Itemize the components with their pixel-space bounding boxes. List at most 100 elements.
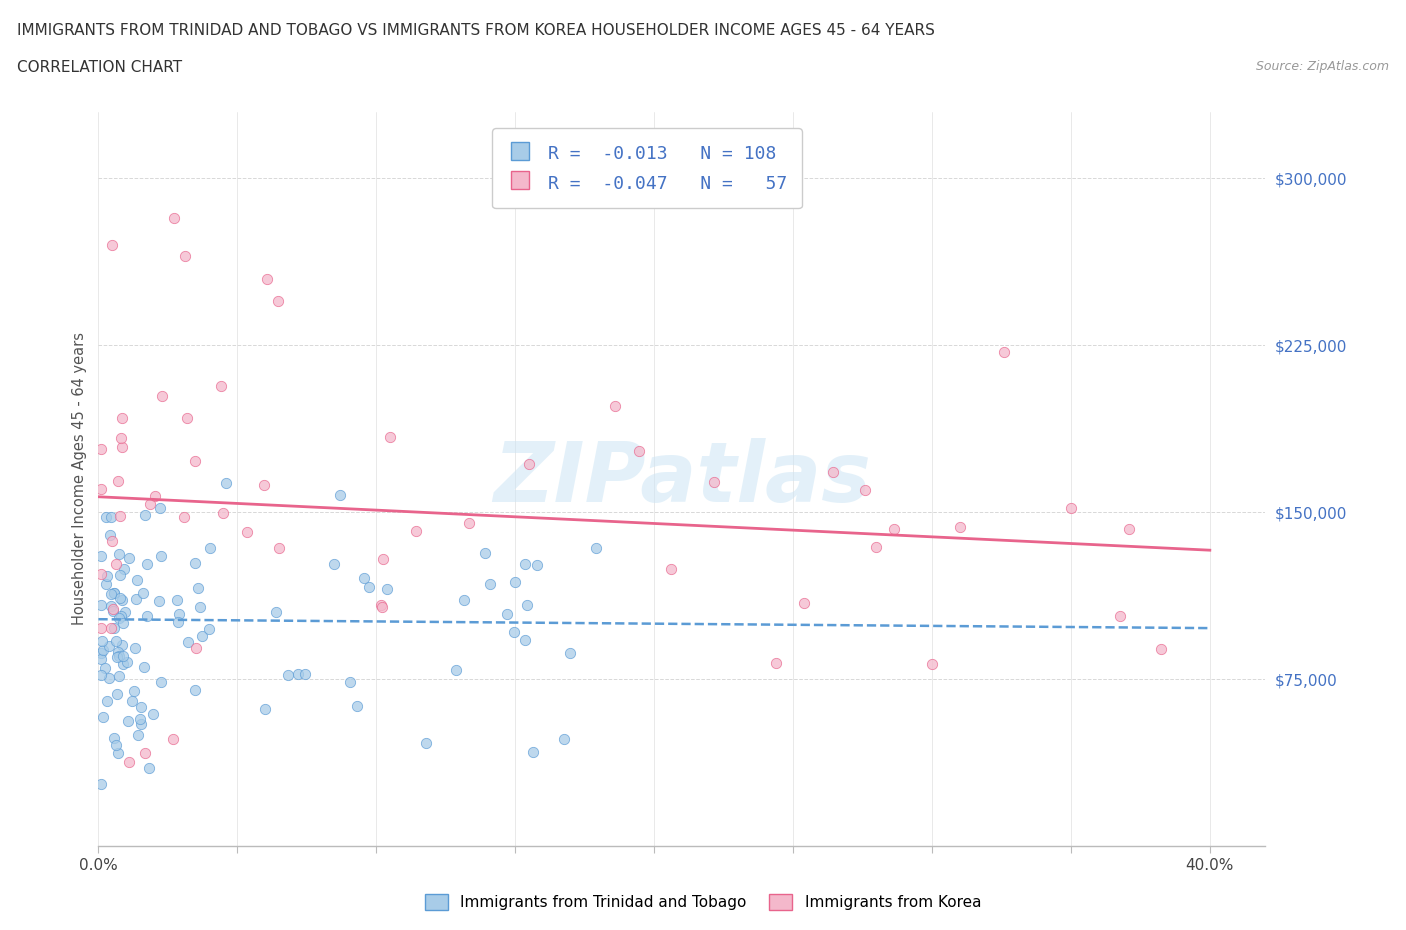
Point: [1109, 609, 1132, 624]
Point: [136, 556, 159, 571]
Point: [149, 549, 172, 564]
Point: [505, 575, 527, 590]
Point: [444, 663, 467, 678]
Point: [103, 621, 125, 636]
Point: [1060, 501, 1083, 516]
Point: [101, 238, 124, 253]
Point: [112, 657, 135, 671]
Point: [118, 551, 141, 565]
Point: [373, 551, 395, 566]
Point: [94, 660, 117, 675]
Point: [173, 510, 195, 525]
Point: [453, 592, 475, 607]
Point: [949, 520, 972, 535]
Point: [479, 577, 502, 591]
Point: [267, 541, 290, 556]
Point: [152, 389, 174, 404]
Point: [105, 649, 128, 664]
Point: [90, 668, 112, 683]
Point: [148, 593, 170, 608]
Point: [105, 557, 128, 572]
Point: [145, 488, 167, 503]
Point: [526, 558, 548, 573]
Point: [103, 602, 125, 617]
Point: [627, 444, 650, 458]
Point: [90, 620, 112, 635]
Point: [150, 674, 173, 689]
Y-axis label: Householder Income Ages 45 - 64 years: Householder Income Ages 45 - 64 years: [72, 332, 87, 626]
Text: ZIPatlas: ZIPatlas: [494, 438, 870, 520]
Point: [765, 656, 787, 671]
Point: [553, 732, 575, 747]
Point: [115, 655, 138, 670]
Point: [187, 581, 209, 596]
Point: [516, 597, 538, 612]
Point: [90, 548, 112, 563]
Point: [90, 566, 112, 581]
Point: [108, 611, 131, 626]
Point: [253, 701, 276, 716]
Point: [134, 507, 156, 522]
Point: [502, 624, 524, 639]
Point: [108, 508, 131, 523]
Point: [125, 591, 148, 606]
Point: [236, 525, 259, 539]
Point: [149, 500, 172, 515]
Point: [191, 629, 214, 644]
Point: [188, 599, 211, 614]
Point: [415, 736, 437, 751]
Point: [90, 652, 112, 667]
Point: [129, 699, 152, 714]
Point: [558, 646, 581, 661]
Point: [91, 710, 114, 724]
Text: Source: ZipAtlas.com: Source: ZipAtlas.com: [1256, 60, 1389, 73]
Point: [457, 515, 479, 530]
Point: [132, 659, 155, 674]
Point: [184, 454, 207, 469]
Point: [865, 539, 887, 554]
Point: [90, 442, 112, 457]
Point: [184, 641, 207, 656]
Point: [198, 622, 221, 637]
Point: [993, 345, 1015, 360]
Point: [370, 597, 392, 612]
Point: [162, 211, 184, 226]
Point: [266, 604, 288, 619]
Point: [603, 398, 626, 413]
Legend: R =  -0.013   N = 108, R =  -0.047   N =   57: R = -0.013 N = 108, R = -0.047 N = 57: [492, 128, 801, 208]
Point: [121, 694, 143, 709]
Point: [110, 593, 132, 608]
Point: [659, 562, 682, 577]
Point: [117, 754, 139, 769]
Point: [122, 684, 145, 698]
Point: [253, 478, 276, 493]
Point: [103, 730, 125, 745]
Point: [100, 587, 122, 602]
Point: [110, 638, 132, 653]
Point: [96, 693, 118, 708]
Point: [90, 633, 112, 648]
Point: [142, 706, 165, 721]
Point: [98, 639, 121, 654]
Point: [132, 585, 155, 600]
Point: [256, 272, 278, 286]
Point: [346, 698, 368, 713]
Point: [105, 686, 128, 701]
Point: [522, 744, 544, 759]
Point: [176, 411, 198, 426]
Point: [209, 379, 232, 393]
Point: [108, 591, 131, 605]
Point: [198, 541, 221, 556]
Point: [167, 615, 190, 630]
Point: [100, 510, 122, 525]
Point: [287, 667, 309, 682]
Point: [90, 482, 112, 497]
Point: [329, 487, 352, 502]
Point: [371, 599, 394, 614]
Point: [167, 606, 190, 621]
Point: [105, 633, 128, 648]
Point: [277, 667, 299, 682]
Point: [339, 675, 361, 690]
Legend: Immigrants from Trinidad and Tobago, Immigrants from Korea: Immigrants from Trinidad and Tobago, Imm…: [418, 886, 988, 918]
Text: CORRELATION CHART: CORRELATION CHART: [17, 60, 181, 75]
